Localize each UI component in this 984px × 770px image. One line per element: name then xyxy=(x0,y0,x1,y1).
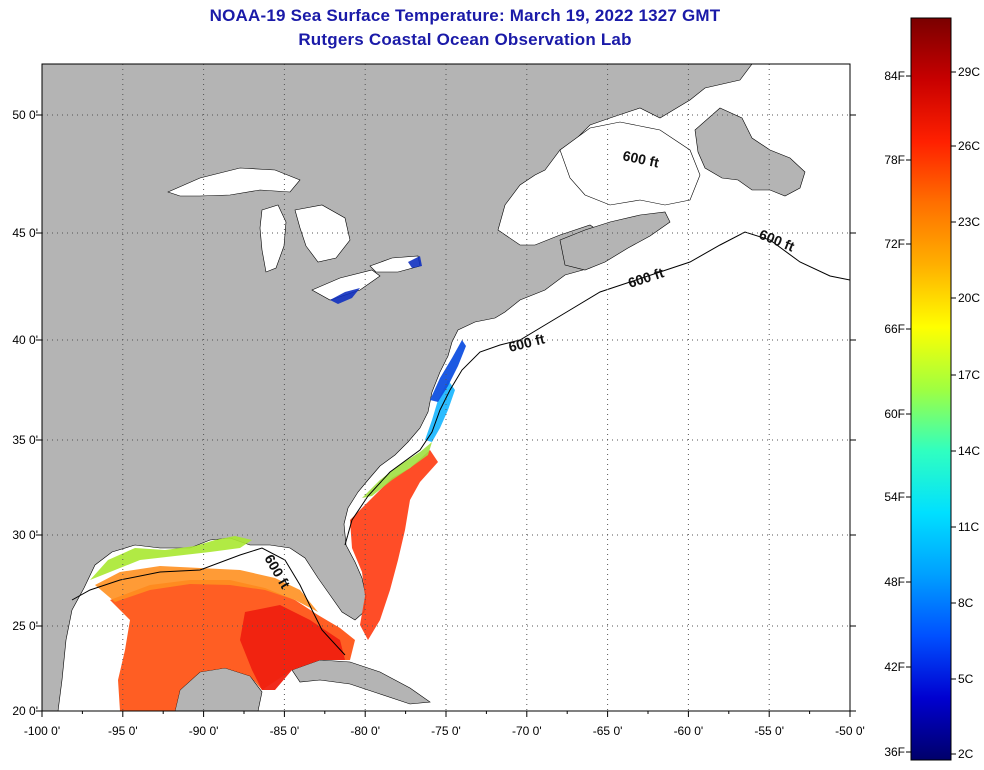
sst-lake-ontario-cold xyxy=(408,256,422,268)
sst-lake-erie-cold xyxy=(330,288,360,304)
colorbar-c-label: 20C xyxy=(958,291,980,305)
colorbar-f-label: 42F xyxy=(884,660,905,674)
contour-label: 600 ft xyxy=(621,147,660,170)
lat-tick-label: 25 0' xyxy=(12,619,38,633)
colorbar-fahrenheit-labels: 84F 78F 72F 66F 60F 54F 48F 42F 36F xyxy=(884,69,911,759)
colorbar-c-label: 5C xyxy=(958,672,974,686)
lat-tick-label: 40 0' xyxy=(12,333,38,347)
contour-600ft xyxy=(71,231,850,656)
colorbar-c-label: 11C xyxy=(958,520,979,534)
lat-tick-label: 35 0' xyxy=(12,433,38,447)
colorbar: 84F 78F 72F 66F 60F 54F 48F 42F 36F 29C 26C 23C 20C… xyxy=(884,17,980,761)
land-cuba xyxy=(291,659,431,705)
land-maritimes xyxy=(559,211,671,271)
colorbar-c-label: 23C xyxy=(958,215,980,229)
colorbar-scale xyxy=(910,17,952,761)
gulf-st-lawrence xyxy=(559,121,701,206)
lon-tick-label: -90 0' xyxy=(189,724,219,738)
lake-michigan xyxy=(259,204,287,273)
land-north-america xyxy=(42,64,753,711)
colorbar-c-label: 8C xyxy=(958,596,974,610)
lat-tick-label: 20 0' xyxy=(12,704,38,718)
colorbar-f-label: 48F xyxy=(884,575,905,589)
lon-tick-label: -100 0' xyxy=(24,724,60,738)
lon-tick-label: -80 0' xyxy=(350,724,380,738)
sst-gulf-hot-core xyxy=(240,605,345,690)
latitude-axis: 50 0' 45 0' 40 0' 35 0' 30 0' 25 0' 20 0' xyxy=(12,108,856,718)
lat-tick-label: 50 0' xyxy=(12,108,38,122)
lon-tick-label: -85 0' xyxy=(270,724,300,738)
colorbar-f-label: 72F xyxy=(884,237,905,251)
lon-tick-label: -75 0' xyxy=(431,724,461,738)
sst-midatlantic-blue xyxy=(430,340,466,402)
lon-tick-label: -70 0' xyxy=(512,724,542,738)
sst-gulf-orange xyxy=(95,566,318,612)
colorbar-f-label: 54F xyxy=(884,490,905,504)
lon-tick-label: -55 0' xyxy=(754,724,784,738)
colorbar-celsius-labels: 29C 26C 23C 20C 17C 14C 11C 8C 5C 2C xyxy=(951,65,980,761)
longitude-axis: -100 0' -95 0' -90 0' -85 0' -80 0' -75 0' -70… xyxy=(24,711,865,738)
colorbar-f-label: 84F xyxy=(884,69,905,83)
colorbar-f-label: 78F xyxy=(884,153,905,167)
lat-tick-label: 30 0' xyxy=(12,528,38,542)
colorbar-c-label: 26C xyxy=(958,139,980,153)
lon-tick-label: -65 0' xyxy=(593,724,623,738)
colorbar-f-label: 66F xyxy=(884,322,905,336)
colorbar-c-label: 14C xyxy=(958,444,980,458)
colorbar-f-label: 60F xyxy=(884,407,905,421)
map-title: NOAA-19 Sea Surface Temperature: March 1… xyxy=(209,6,721,25)
land-newfoundland xyxy=(694,107,806,197)
lake-superior xyxy=(167,167,301,197)
colorbar-f-label: 36F xyxy=(884,745,905,759)
colorbar-c-label: 2C xyxy=(958,747,974,761)
lon-tick-label: -60 0' xyxy=(674,724,704,738)
lat-tick-label: 45 0' xyxy=(12,226,38,240)
map-subtitle: Rutgers Coastal Ocean Observation Lab xyxy=(298,30,632,49)
lon-tick-label: -95 0' xyxy=(108,724,138,738)
sst-gulf-coastal-green xyxy=(90,536,252,580)
colorbar-c-label: 29C xyxy=(958,65,980,79)
sst-gulf-stream xyxy=(350,450,438,640)
colorbar-c-label: 17C xyxy=(958,368,980,382)
lon-tick-label: -50 0' xyxy=(835,724,865,738)
